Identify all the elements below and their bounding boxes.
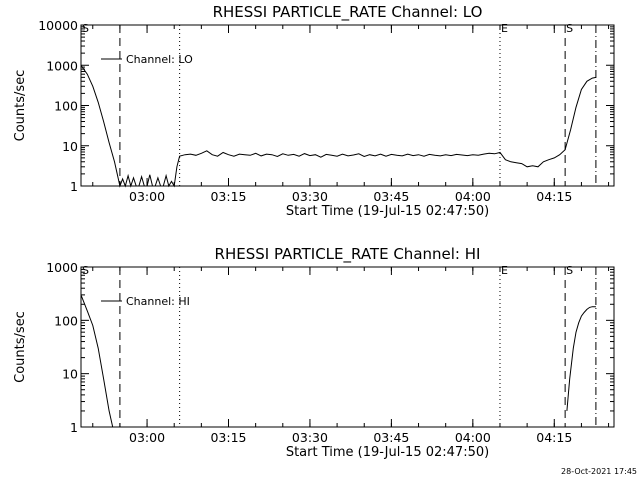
y-axis-label: Counts/sec [13,70,28,142]
plot-frame [80,266,615,428]
timestamp: 28-Oct-2021 17:45 [561,467,637,476]
y-tick-label: 1 [70,420,78,435]
y-tick-label: 100 [54,99,78,114]
chart-hi-panel: RHESSI PARTICLE_RATE Channel: HI 1 10 100 10… [13,245,615,460]
y-tick-label: 1000 [46,58,78,73]
x-tick-label: 03:15 [210,189,246,204]
x-tick-label: 03:30 [292,430,328,445]
event-marker-label: S [566,264,573,277]
series-line [80,294,114,428]
x-axis-label: Start Time (19-Jul-15 02:47:50) [286,445,489,460]
x-tick-label: 04:00 [455,430,491,445]
series-line [80,65,596,188]
event-marker-label: S [566,22,573,35]
chart-title: RHESSI PARTICLE_RATE Channel: LO [213,3,483,22]
x-tick-label: 04:15 [536,189,572,204]
y-tick-label: 10 [62,139,78,154]
x-tick-label: 03:45 [373,189,409,204]
x-axis-label: Start Time (19-Jul-15 02:47:50) [286,204,489,219]
y-tick-label: 10000 [38,18,78,33]
y-tick-label: 10 [62,367,78,382]
y-axis-label: Counts/sec [13,311,28,383]
legend-label: Channel: HI [126,295,190,308]
x-tick-label: 03:00 [129,189,165,204]
y-tick-label: 1 [70,179,78,194]
series-line [566,306,596,411]
y-tick-label: 1000 [46,260,78,275]
plot-frame [80,24,615,187]
event-marker-label: E [501,22,508,35]
x-tick-label: 04:00 [455,189,491,204]
event-marker-label: S [82,264,89,277]
x-tick-label: 03:45 [373,430,409,445]
legend-label: Channel: LO [126,53,193,66]
y-tick-label: 100 [54,313,78,328]
event-marker-label: S [82,22,89,35]
x-tick-label: 04:15 [536,430,572,445]
event-marker-label: E [501,264,508,277]
x-tick-label: 03:15 [210,430,246,445]
x-tick-label: 03:30 [292,189,328,204]
x-tick-label: 03:00 [129,430,165,445]
chart-lo-panel: RHESSI PARTICLE_RATE Channel: LO 1 10 100 10… [13,3,615,219]
chart-title: RHESSI PARTICLE_RATE Channel: HI [215,245,481,264]
